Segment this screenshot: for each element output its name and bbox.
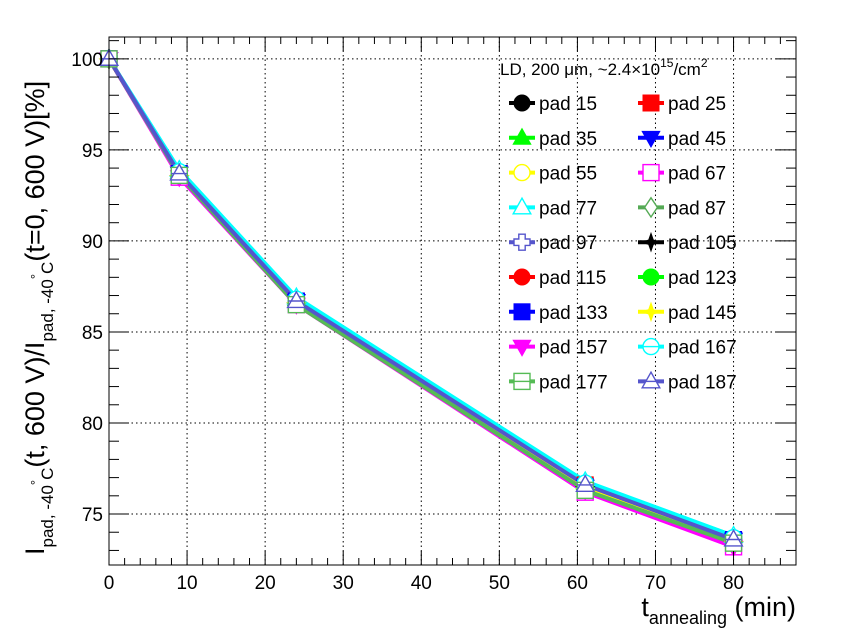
x-axis-label: tannealing (min) — [641, 592, 796, 628]
x-axis-label-unit: (min) — [727, 592, 796, 622]
legend-label: pad 55 — [539, 164, 597, 185]
legend-label: pad 133 — [539, 303, 608, 324]
legend-item: pad 67 — [638, 164, 726, 185]
y-tick-label: 100 — [71, 50, 103, 71]
y-label-c1: C — [38, 468, 57, 480]
legend-label: pad 157 — [539, 338, 608, 359]
x-tick-label: 60 — [567, 573, 588, 594]
legend-item: pad 123 — [638, 268, 737, 289]
legend-marker — [641, 130, 661, 149]
y-label-s2: pad, -40 — [38, 279, 57, 341]
legend-marker — [512, 339, 532, 357]
x-axis-label-sub: annealing — [649, 608, 727, 628]
x-axis: 0 10 20 30 40 50 60 70 80 — [104, 37, 797, 594]
legend-header-sup2: 2 — [701, 56, 708, 70]
y-axis-label: Ipad, -40°C(t, 600 V)/Ipad, -40°C(t=0, 6… — [20, 81, 57, 555]
legend-label: pad 97 — [539, 233, 597, 254]
data-point-pad-187 — [286, 290, 307, 309]
legend-marker — [640, 301, 662, 323]
legend-label: pad 35 — [539, 129, 597, 150]
legend-item: pad 115 — [509, 268, 606, 289]
legend-marker — [642, 94, 660, 112]
legend-item: pad 25 — [638, 94, 726, 115]
legend-label: pad 177 — [539, 372, 608, 393]
legend-marker — [513, 303, 531, 321]
legend-label: pad 167 — [668, 338, 737, 359]
y-tick-label: 75 — [82, 505, 103, 526]
legend-marker — [641, 370, 661, 389]
x-tick-label: 50 — [489, 573, 510, 594]
legend-marker — [642, 337, 660, 356]
y-label-p1: I — [20, 547, 50, 555]
legend-item: pad 15 — [509, 94, 597, 115]
legend-label: pad 123 — [668, 268, 737, 289]
legend-marker — [513, 94, 531, 112]
legend-item: pad 167 — [638, 338, 737, 359]
legend-header-text: LD, 200 μm, ~2.4×10 — [500, 60, 660, 79]
y-label-p3: (t=0, 600 V)[%] — [20, 81, 50, 262]
y-axis: 75 80 85 90 95 100 — [71, 40, 796, 551]
x-tick-label: 20 — [255, 573, 276, 594]
x-tick-label: 80 — [723, 573, 744, 594]
y-label-d2: ° — [28, 274, 43, 279]
legend-item: pad 133 — [509, 303, 608, 324]
legend-marker — [512, 196, 532, 215]
y-tick-label: 80 — [82, 414, 103, 435]
legend-marker — [643, 196, 659, 219]
legend-label: pad 145 — [668, 303, 737, 324]
legend-item: pad 187 — [638, 370, 737, 393]
y-label-s1: pad, -40 — [38, 485, 57, 547]
legend-item: pad 45 — [638, 129, 726, 150]
y-tick-label: 90 — [82, 232, 103, 253]
legend-header-mid: /cm — [673, 60, 700, 79]
y-label-p2: (t, 600 V)/I — [20, 342, 50, 468]
x-tick-label: 0 — [104, 573, 115, 594]
legend-item: pad 97 — [509, 233, 597, 254]
legend-item: pad 77 — [509, 196, 597, 219]
data-point-pad-187 — [723, 528, 744, 547]
grid — [108, 37, 796, 565]
legend-marker — [512, 127, 532, 145]
legend-label: pad 45 — [668, 129, 726, 150]
legend-marker — [513, 372, 531, 391]
legend-marker — [640, 231, 662, 253]
legend-item: pad 145 — [638, 301, 737, 324]
legend-label: pad 25 — [668, 94, 726, 115]
legend-item: pad 87 — [638, 196, 726, 219]
x-axis-label-main: t — [641, 592, 649, 622]
y-label-d1: ° — [28, 480, 43, 485]
legend-item: pad 105 — [638, 231, 737, 254]
legend-label: pad 67 — [668, 164, 726, 185]
legend-header: LD, 200 μm, ~2.4×1015/cm2 — [500, 56, 708, 79]
legend-item: pad 177 — [509, 372, 608, 393]
legend-label: pad 105 — [668, 233, 737, 254]
legend: LD, 200 μm, ~2.4×1015/cm2 pad 15 pad 25 pa… — [500, 56, 737, 393]
legend-marker — [642, 163, 660, 182]
y-label-c2: C — [38, 262, 57, 274]
data-point-pad-187 — [169, 162, 190, 181]
legend-label: pad 187 — [668, 372, 737, 393]
data-point-pad-187 — [575, 474, 596, 492]
legend-marker — [642, 268, 660, 286]
legend-marker — [513, 163, 531, 182]
legend-marker — [513, 233, 531, 251]
x-tick-label: 10 — [176, 573, 197, 594]
x-tick-label: 30 — [333, 573, 354, 594]
legend-item: pad 55 — [509, 164, 597, 185]
legend-marker — [513, 268, 531, 286]
legend-item: pad 157 — [509, 338, 608, 359]
y-tick-label: 95 — [82, 141, 103, 162]
legend-label: pad 15 — [539, 94, 597, 115]
legend-label: pad 115 — [539, 268, 606, 289]
legend-label: pad 77 — [539, 198, 597, 219]
legend-label: pad 87 — [668, 198, 726, 219]
legend-header-sup1: 15 — [660, 56, 674, 70]
series-markers — [98, 47, 744, 558]
x-tick-label: 40 — [411, 573, 432, 594]
y-tick-label: 85 — [82, 323, 103, 344]
legend-item: pad 35 — [509, 127, 597, 150]
x-tick-label: 70 — [645, 573, 666, 594]
